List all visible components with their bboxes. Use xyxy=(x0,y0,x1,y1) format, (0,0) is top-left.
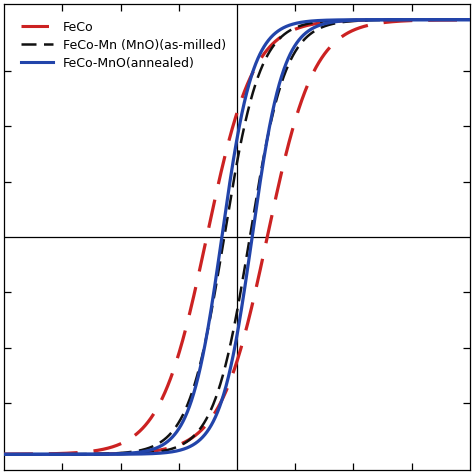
Legend: FeCo, FeCo-Mn (MnO)(as-milled), FeCo-MnO(annealed): FeCo, FeCo-Mn (MnO)(as-milled), FeCo-MnO… xyxy=(15,15,232,77)
